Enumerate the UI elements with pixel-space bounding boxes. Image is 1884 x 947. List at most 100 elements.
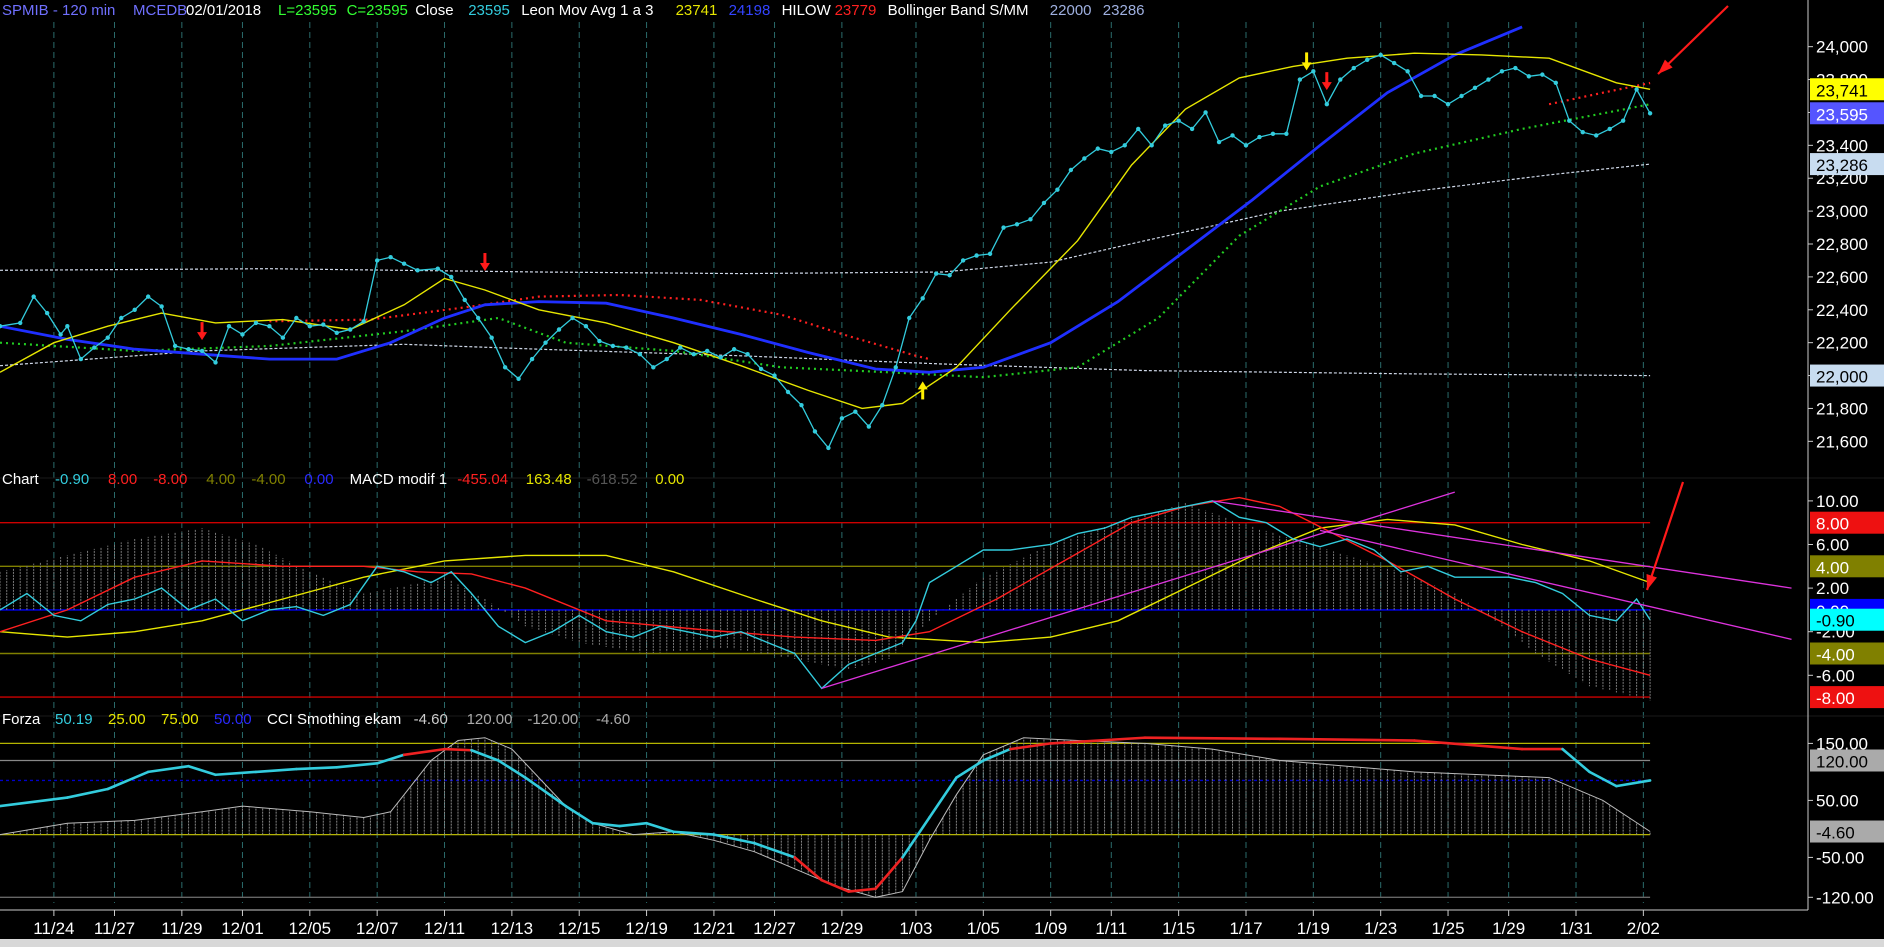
annotation-arrow-icon bbox=[1646, 574, 1657, 590]
legend-item: 23595 bbox=[468, 2, 510, 19]
x-axis-label: 11/29 bbox=[161, 919, 202, 938]
x-axis-label: 1/19 bbox=[1297, 919, 1330, 938]
forza-line-segment bbox=[1561, 747, 1591, 774]
price-point bbox=[583, 324, 589, 329]
horizontal-scrollbar[interactable] bbox=[0, 939, 1884, 947]
legend-item: 8.00 bbox=[108, 471, 137, 488]
cci-panel[interactable]: Forza 50.19 25.00 75.00 50.00 CCI Smothing ek… bbox=[0, 711, 1652, 898]
legend-item: 4.00 bbox=[206, 471, 235, 488]
price-point bbox=[1445, 102, 1451, 107]
price-point bbox=[1162, 123, 1168, 128]
price-point bbox=[651, 365, 656, 370]
price-point bbox=[1001, 225, 1006, 230]
x-axis-label: 12/29 bbox=[821, 919, 864, 938]
value-tag bbox=[1810, 555, 1884, 578]
bollinger-mid-line bbox=[269, 293, 930, 361]
price-point bbox=[1567, 118, 1572, 123]
legend-item: 25.00 bbox=[108, 711, 146, 728]
value-tag-label: -4.60 bbox=[1816, 824, 1855, 843]
cci-histogram bbox=[6, 737, 1651, 898]
price-point bbox=[1351, 65, 1356, 71]
x-axis-label: 12/11 bbox=[424, 919, 465, 938]
legend-item: Bollinger Band S/MM bbox=[888, 2, 1029, 19]
price-point bbox=[1014, 222, 1020, 227]
price-point bbox=[1216, 139, 1222, 145]
cci-smoothing-line bbox=[0, 737, 1651, 898]
axis-tick-label: 21,800 bbox=[1816, 399, 1868, 418]
price-point bbox=[0, 324, 3, 329]
price-point bbox=[58, 332, 63, 337]
price-point bbox=[361, 319, 366, 324]
legend-item: -8.00 bbox=[153, 471, 187, 488]
macd-signal-line bbox=[0, 496, 1651, 676]
bollinger-upper-line bbox=[0, 163, 1651, 275]
axis-tick-label: -6.00 bbox=[1816, 666, 1855, 685]
axis-tick-label: 22,400 bbox=[1816, 301, 1868, 320]
legend-item: 23741 bbox=[676, 2, 718, 19]
price-point bbox=[280, 335, 286, 340]
price-point bbox=[543, 340, 548, 345]
price-point bbox=[893, 365, 898, 370]
price-point bbox=[1122, 143, 1127, 148]
axis-tick-label: -50.00 bbox=[1816, 848, 1864, 867]
forza-line-segment bbox=[0, 796, 69, 808]
price-point bbox=[489, 335, 494, 340]
forza-line-segment bbox=[847, 887, 877, 893]
price-point bbox=[1270, 131, 1276, 137]
price-point bbox=[1055, 187, 1060, 192]
x-axis-label: 1/23 bbox=[1364, 919, 1397, 938]
price-point bbox=[974, 253, 979, 258]
price-point bbox=[1324, 102, 1330, 107]
price-point bbox=[294, 315, 299, 321]
price-point bbox=[1526, 74, 1532, 79]
forza-line-segment bbox=[820, 878, 850, 893]
value-tag bbox=[1810, 608, 1884, 631]
forza-line-segment bbox=[591, 821, 621, 828]
price-point bbox=[119, 315, 124, 321]
forza-line-segment bbox=[295, 766, 339, 771]
legend-item: L=23595 bbox=[278, 2, 337, 19]
price-point bbox=[462, 297, 467, 303]
price-point bbox=[1028, 217, 1033, 222]
value-tag-label: -0.90 bbox=[1816, 612, 1855, 631]
price-point bbox=[267, 324, 272, 329]
macd-line bbox=[0, 500, 1651, 690]
macd-panel[interactable]: Chart -0.90 8.00 -8.00 4.00 -4.00 0.00 MACD mod… bbox=[0, 471, 1792, 701]
macd-yellow-line bbox=[0, 518, 1651, 644]
legend-item: -4.00 bbox=[251, 471, 285, 488]
price-point bbox=[960, 258, 966, 263]
value-tag bbox=[1810, 78, 1884, 101]
price-point bbox=[1486, 77, 1491, 82]
legend-item: 50.19 bbox=[55, 711, 93, 728]
forza-line-segment bbox=[874, 856, 904, 891]
price-point bbox=[1041, 200, 1047, 206]
value-tag-label: 23,741 bbox=[1816, 81, 1868, 100]
legend-item: HILOW bbox=[782, 2, 832, 19]
forza-line-segment bbox=[335, 762, 379, 769]
legend-item: 50.00 bbox=[214, 711, 252, 728]
signal-arrow-down-icon bbox=[479, 263, 490, 272]
price-point bbox=[401, 261, 407, 266]
price-point bbox=[731, 347, 737, 352]
x-axis-label: 12/15 bbox=[558, 919, 601, 938]
forza-line-segment bbox=[901, 816, 931, 859]
forza-line-segment bbox=[66, 787, 110, 799]
price-point bbox=[678, 345, 683, 350]
forza-line-segment bbox=[1413, 739, 1524, 751]
price-point bbox=[213, 360, 218, 365]
x-axis-label: 12/27 bbox=[753, 919, 796, 938]
price-axis: 24,00023,80023,60023,40023,20023,00022,8… bbox=[1807, 0, 1884, 910]
annotation-arrow-icon bbox=[1645, 481, 1685, 591]
signal-arrow-down-icon bbox=[197, 332, 208, 341]
price-point bbox=[240, 332, 245, 337]
forza-line-segment bbox=[1049, 736, 1147, 745]
price-point bbox=[920, 296, 925, 301]
x-axis-label: 12/05 bbox=[289, 919, 332, 938]
legend-item: -120.00 bbox=[527, 711, 578, 728]
price-point bbox=[1499, 69, 1505, 74]
price-point bbox=[186, 347, 191, 352]
price-point bbox=[933, 271, 939, 276]
